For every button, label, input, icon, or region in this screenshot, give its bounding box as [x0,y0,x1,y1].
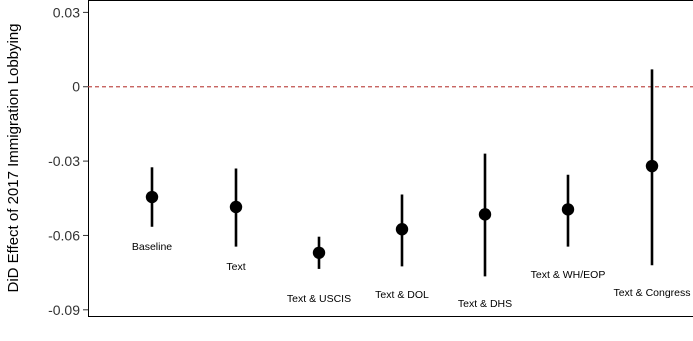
point-label: Text & DOL [375,289,429,301]
point-label: Text & WH/EOP [531,269,606,281]
y-axis: 0.03 0 -0.03 -0.06 -0.09 [48,4,88,318]
plot-frame [88,0,693,317]
y-tick-label: -0.09 [48,302,80,318]
point-label: Text & Congress [613,287,690,299]
estimate-point [478,208,492,221]
point-label: Text [226,261,245,273]
point-label: Text & DHS [458,298,512,310]
estimate-point [229,200,243,214]
y-tick-label: -0.03 [48,153,80,169]
y-tick-label: 0.03 [53,4,80,20]
estimate-point [561,203,575,216]
estimate-point [395,223,409,236]
y-axis-label: DiD Effect of 2017 Immigration Lobbying [5,23,22,292]
plot-frame-layer [88,0,693,317]
point-label: Baseline [132,241,172,253]
marks-layer: Baseline Text Text & USCIS Text & DOL Text &… [132,69,691,310]
y-tick-label: -0.06 [48,227,80,243]
y-tick-label: 0 [72,79,80,95]
point-label: Text & USCIS [287,293,351,305]
estimate-point [312,246,326,259]
estimate-point [645,159,659,173]
estimate-point [145,190,159,204]
